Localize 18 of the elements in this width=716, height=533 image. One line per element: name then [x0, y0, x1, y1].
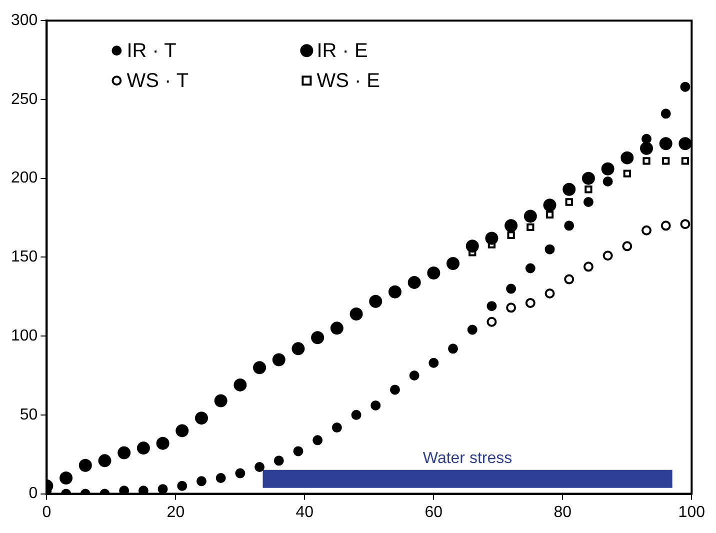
- y-tick-label: 250: [10, 90, 38, 108]
- x-tick-label: 80: [554, 504, 572, 521]
- x-tick-label: 100: [678, 504, 706, 521]
- y-tick-label: 50: [20, 406, 38, 424]
- y-tick-label: 0: [28, 485, 38, 502]
- legend-label: WS · T: [126, 70, 189, 92]
- series-label: Water stress: [422, 450, 512, 468]
- legend-label: IR · T: [126, 40, 176, 62]
- x-tick-label: 0: [42, 504, 52, 521]
- y-tick-label: 100: [10, 327, 38, 344]
- legend-label: WS · E: [316, 70, 380, 92]
- y-tick-label: 200: [10, 170, 38, 187]
- y-tick-label: 150: [10, 248, 38, 266]
- x-tick-label: 60: [424, 504, 443, 521]
- x-tick-label: 20: [166, 504, 185, 521]
- y-tick-label: 300: [10, 12, 38, 30]
- x-tick-label: 40: [296, 504, 314, 521]
- legend-label: IR · E: [316, 40, 368, 62]
